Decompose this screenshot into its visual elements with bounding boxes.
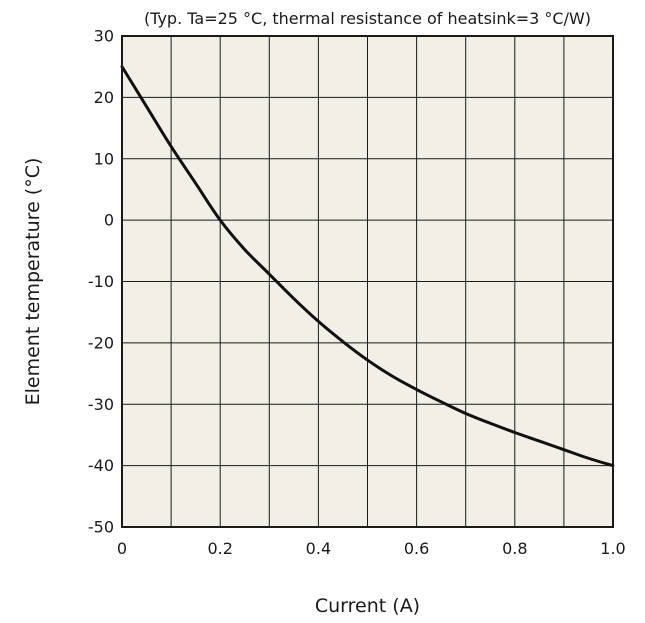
y-tick-label: -30	[88, 395, 114, 414]
x-tick-label: 0.2	[207, 539, 232, 558]
y-axis-title: Element temperature (°C)	[22, 158, 44, 406]
y-tick-label: -50	[88, 518, 114, 537]
grid	[122, 36, 613, 527]
series-line	[120, 65, 615, 468]
x-tick-label: 0.4	[306, 539, 331, 558]
tick-labels: 0 0.2 0.4 0.6 0.8 1.0 30 20 10 0 -10 -20 -30 -40 -50	[88, 27, 626, 559]
x-tick-label: 0.8	[502, 539, 527, 558]
x-tick-label: 0.6	[404, 539, 429, 558]
x-tick-label: 1.0	[600, 539, 625, 558]
x-axis-title: Current (A)	[315, 595, 420, 617]
y-tick-label: -40	[88, 456, 114, 475]
chart-subtitle: (Typ. Ta=25 °C, thermal resistance of he…	[144, 9, 591, 28]
y-tick-label: -20	[88, 333, 114, 352]
y-tick-label: 0	[104, 211, 114, 230]
y-tick-label: 10	[94, 149, 114, 168]
y-tick-label: -10	[88, 272, 114, 291]
series-layer	[120, 65, 615, 468]
y-tick-label: 30	[94, 27, 114, 46]
x-tick-label: 0	[117, 539, 127, 558]
y-tick-label: 20	[94, 88, 114, 107]
plot-frame	[121, 35, 614, 528]
